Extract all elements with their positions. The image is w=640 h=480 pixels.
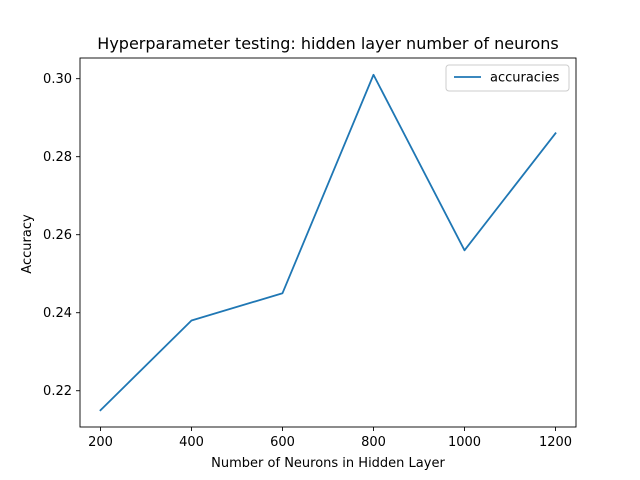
x-tick-label: 400 — [179, 435, 204, 450]
x-tick-label: 1200 — [539, 435, 572, 450]
legend-box — [445, 64, 570, 92]
plot-area: 200 400 600 800 1000 1200 0.22 0.24 0.26 0.28 0.30 — [43, 57, 577, 450]
chart-title: Hyperparameter testing: hidden layer num… — [97, 34, 558, 53]
x-tick-label: 200 — [88, 435, 113, 450]
y-tick-label: 0.30 — [43, 72, 72, 87]
legend: accuracies — [445, 64, 570, 92]
y-tick-label: 0.28 — [43, 150, 72, 165]
y-tick-label: 0.26 — [43, 228, 72, 243]
y-axis-label: Accuracy — [20, 214, 35, 274]
legend-entry: accuracies — [490, 71, 560, 86]
series-line-0 — [99, 73, 557, 412]
x-tick-label: 1000 — [448, 435, 481, 450]
x-tick-label: 800 — [361, 435, 386, 450]
x-axis-label: Number of Neurons in Hidden Layer — [211, 456, 445, 471]
y-tick-label: 0.22 — [43, 384, 72, 399]
axes-frame — [79, 57, 577, 428]
x-tick-label: 600 — [270, 435, 295, 450]
y-tick-label: 0.24 — [43, 306, 72, 321]
